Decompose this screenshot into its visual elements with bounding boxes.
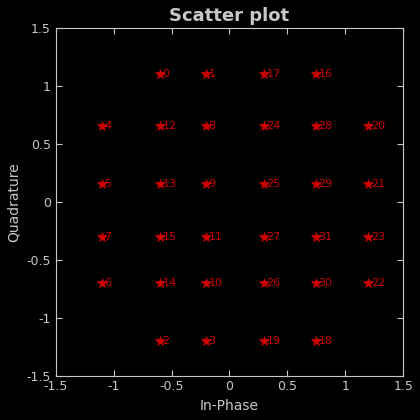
Text: 31: 31 <box>319 231 333 241</box>
Text: 15: 15 <box>163 231 176 241</box>
Text: 6: 6 <box>105 278 111 288</box>
Text: 14: 14 <box>163 278 176 288</box>
Text: 26: 26 <box>267 278 281 288</box>
Text: 21: 21 <box>371 179 385 189</box>
Text: 12: 12 <box>163 121 176 131</box>
Text: 28: 28 <box>319 121 333 131</box>
Text: 0: 0 <box>163 69 169 79</box>
Text: 11: 11 <box>209 231 223 241</box>
Text: 1: 1 <box>209 69 215 79</box>
Text: 10: 10 <box>209 278 223 288</box>
Text: 2: 2 <box>163 336 170 346</box>
Title: Scatter plot: Scatter plot <box>169 7 289 25</box>
Text: 13: 13 <box>163 179 176 189</box>
Text: 27: 27 <box>267 231 281 241</box>
Y-axis label: Quadrature: Quadrature <box>7 162 21 242</box>
Text: 20: 20 <box>371 121 385 131</box>
Text: 9: 9 <box>209 179 216 189</box>
Text: 18: 18 <box>319 336 333 346</box>
Text: 7: 7 <box>105 231 112 241</box>
Text: 24: 24 <box>267 121 281 131</box>
X-axis label: In-Phase: In-Phase <box>200 399 259 413</box>
Text: 4: 4 <box>105 121 112 131</box>
Text: 17: 17 <box>267 69 281 79</box>
Text: 5: 5 <box>105 179 111 189</box>
Text: 30: 30 <box>319 278 333 288</box>
Text: 23: 23 <box>371 231 385 241</box>
Text: 22: 22 <box>371 278 385 288</box>
Text: 29: 29 <box>319 179 333 189</box>
Text: 19: 19 <box>267 336 281 346</box>
Text: 3: 3 <box>209 336 215 346</box>
Text: 8: 8 <box>209 121 216 131</box>
Text: 16: 16 <box>319 69 333 79</box>
Text: 25: 25 <box>267 179 281 189</box>
